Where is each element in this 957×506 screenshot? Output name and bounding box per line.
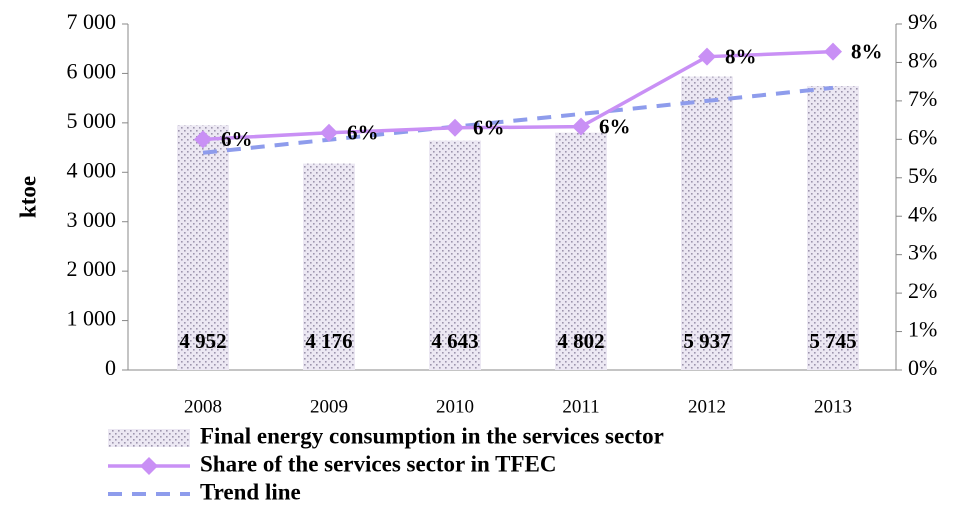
line-value-label: 6% [599,114,631,138]
line-value-label: 6% [473,116,505,140]
y-tick-label: 6 000 [67,58,117,83]
y-tick-label: 1 000 [67,306,117,331]
marker [446,118,464,137]
x-tick-label: 2009 [310,396,348,417]
x-tick-label: 2011 [562,396,599,417]
bar [807,86,859,370]
legend-label: Trend line [200,479,301,504]
y2-tick-label: 7% [908,86,937,111]
y-tick-label: 7 000 [67,9,117,34]
x-tick-label: 2010 [436,396,474,417]
line-value-label: 6% [347,121,379,145]
y-tick-label: 2 000 [67,256,117,281]
legend-label: Share of the services sector in TFEC [200,451,556,476]
y2-tick-label: 4% [908,201,937,226]
y-tick-label: 0 [105,355,116,380]
marker [572,117,590,136]
x-tick-label: 2013 [814,396,852,417]
line-value-label: 8% [725,44,757,68]
bar-value-label: 5 745 [809,329,856,353]
bar-value-label: 5 937 [683,329,730,353]
legend-swatch [108,429,190,447]
line-value-label: 6% [221,127,253,151]
y2-tick-label: 0% [908,355,937,380]
marker [698,47,716,66]
y2-tick-label: 9% [908,9,937,34]
bar [303,163,355,370]
y2-tick-label: 8% [908,47,937,72]
bar-value-label: 4 176 [305,329,352,353]
y-tick-label: 5 000 [67,108,117,133]
y2-tick-label: 3% [908,240,937,265]
y2-tick-label: 2% [908,278,937,303]
bar-value-label: 4 802 [557,329,604,353]
bar-value-label: 4 643 [431,329,478,353]
x-tick-label: 2008 [184,396,222,417]
marker [824,42,842,61]
y-tick-label: 3 000 [67,207,117,232]
y2-tick-label: 5% [908,163,937,188]
legend-label: Final energy consumption in the services… [200,423,664,448]
bar [555,132,607,370]
bar [681,76,733,370]
marker [194,130,212,149]
line-value-label: 8% [851,39,883,63]
legend-marker [140,457,158,475]
x-tick-label: 2012 [688,396,726,417]
bar [429,140,481,370]
y2-tick-label: 1% [908,317,937,342]
y-axis-label: ktoe [15,176,40,218]
bar [177,125,229,371]
trend-line [202,85,834,155]
bar-value-label: 4 952 [179,329,226,353]
line [202,49,834,142]
marker [320,123,338,142]
y2-tick-label: 6% [908,124,937,149]
y-tick-label: 4 000 [67,157,117,182]
